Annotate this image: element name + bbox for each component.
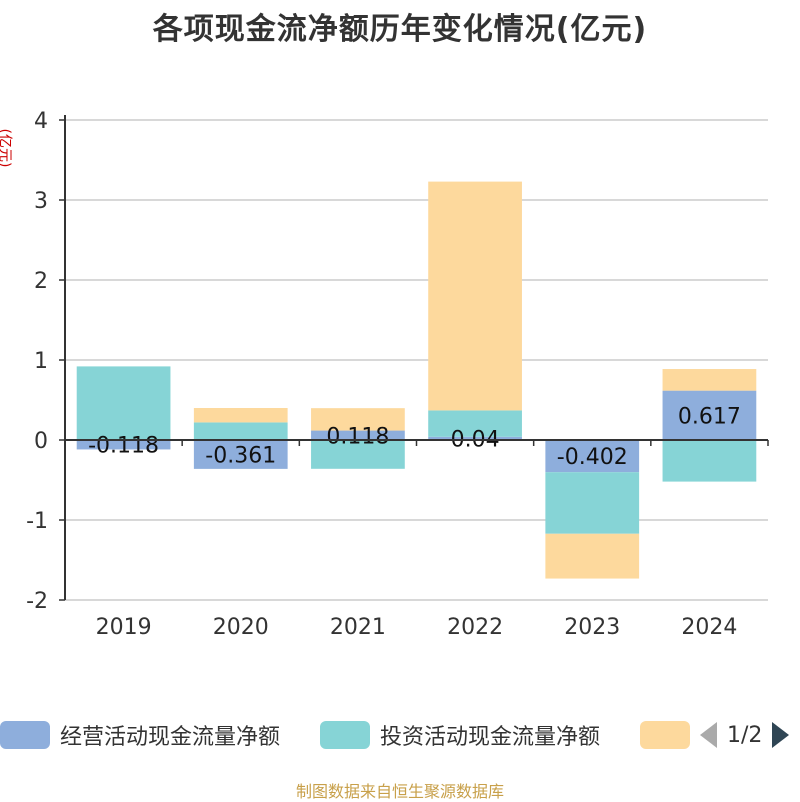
x-tick-label: 2019 bbox=[96, 615, 152, 640]
bar-investing bbox=[545, 472, 640, 534]
x-tick-label: 2022 bbox=[447, 615, 503, 640]
x-tick-label: 2020 bbox=[213, 615, 269, 640]
legend-item-operating[interactable]: 经营活动现金流量净额 bbox=[0, 718, 280, 752]
bar-financing bbox=[311, 408, 405, 431]
data-source-note: 制图数据来自恒生聚源数据库 bbox=[295, 782, 504, 801]
bar-investing bbox=[193, 422, 288, 440]
y-tick-label: 3 bbox=[34, 189, 48, 214]
bar-operating bbox=[76, 440, 171, 450]
bar-investing bbox=[662, 440, 757, 482]
bar-financing bbox=[662, 369, 757, 391]
bar-investing bbox=[76, 366, 171, 440]
y-tick-label: 1 bbox=[34, 349, 48, 374]
legend-pager: 1/2 bbox=[700, 718, 790, 752]
legend-label-operating: 经营活动现金流量净额 bbox=[60, 725, 281, 750]
y-tick-label: -1 bbox=[26, 509, 48, 534]
bar-operating bbox=[662, 390, 757, 440]
y-tick-label: 2 bbox=[34, 269, 48, 294]
bar-operating bbox=[428, 436, 522, 440]
legend-swatch-investing bbox=[320, 721, 370, 749]
data-label: 0.617 bbox=[678, 404, 741, 429]
x-tick-label: 2024 bbox=[681, 615, 737, 640]
legend-swatch-financing bbox=[640, 721, 690, 749]
data-label: -0.361 bbox=[205, 443, 276, 468]
legend: 经营活动现金流量净额 投资活动现金流量净额 1/2 bbox=[0, 718, 800, 752]
legend-item-financing[interactable] bbox=[640, 718, 700, 752]
legend-next-page-icon[interactable] bbox=[772, 722, 790, 748]
y-tick-label: 0 bbox=[34, 429, 48, 454]
legend-label-investing: 投资活动现金流量净额 bbox=[380, 725, 601, 750]
bar-financing bbox=[193, 408, 288, 423]
data-label: -0.402 bbox=[557, 445, 628, 470]
legend-prev-page-icon[interactable] bbox=[700, 722, 717, 748]
data-label: 0.118 bbox=[326, 424, 389, 449]
bar-operating bbox=[311, 430, 405, 440]
bar-financing bbox=[545, 533, 640, 579]
data-label: -0.118 bbox=[88, 434, 159, 459]
y-tick-label: 4 bbox=[34, 109, 48, 134]
legend-swatch-operating bbox=[0, 721, 50, 749]
chart-title: 各项现金流净额历年变化情况(亿元) bbox=[152, 12, 648, 47]
bar-investing bbox=[311, 440, 405, 469]
bar-financing bbox=[428, 181, 522, 411]
legend-page-indicator: 1/2 bbox=[727, 722, 763, 748]
x-tick-label: 2021 bbox=[330, 615, 386, 640]
y-tick-label: -2 bbox=[26, 589, 48, 614]
bar-investing bbox=[428, 410, 522, 437]
x-tick-label: 2023 bbox=[564, 615, 620, 640]
legend-item-investing[interactable]: 投资活动现金流量净额 bbox=[320, 718, 600, 752]
bar-operating bbox=[193, 440, 288, 469]
bar-operating bbox=[545, 440, 640, 473]
